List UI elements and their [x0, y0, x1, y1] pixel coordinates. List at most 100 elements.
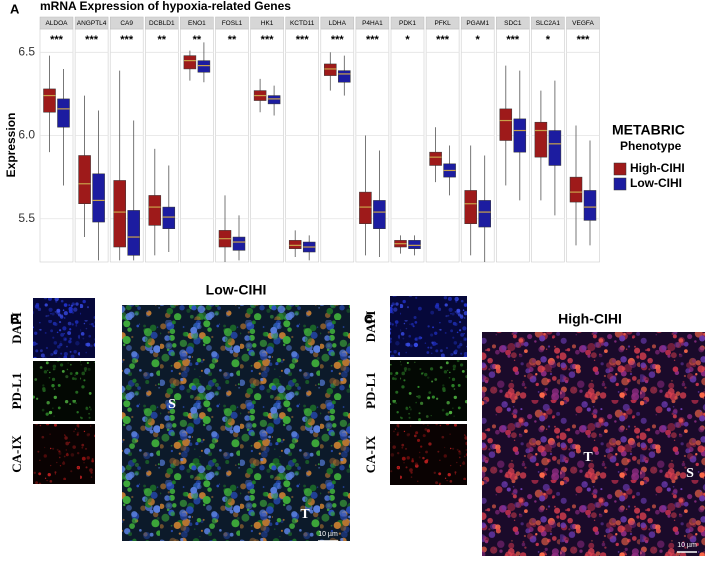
- significance-label: **: [228, 34, 237, 46]
- box: [148, 195, 162, 226]
- box: [534, 121, 548, 158]
- significance-label: ***: [50, 34, 64, 46]
- significance-label: **: [158, 34, 167, 46]
- facet-background: [285, 28, 320, 263]
- facet-label: VEGFA: [572, 20, 594, 27]
- facet-strip: [180, 16, 214, 30]
- significance-label: ***: [261, 34, 275, 46]
- box: [548, 130, 562, 166]
- channel-image: [33, 298, 95, 358]
- y-tick-label: 5.5: [18, 211, 35, 225]
- facet-background: [425, 28, 460, 263]
- box: [267, 95, 281, 105]
- box: [43, 88, 56, 113]
- significance-label: ***: [296, 34, 310, 46]
- box: [429, 151, 442, 166]
- facet-label: SLC2A1: [536, 20, 561, 27]
- chart-title: mRNA Expression of hypoxia-related Genes: [40, 0, 291, 13]
- legend-swatch: [613, 177, 627, 191]
- facet-background: [39, 28, 74, 263]
- panel-label: B: [10, 311, 19, 326]
- box: [513, 118, 527, 153]
- box: [162, 206, 176, 229]
- legend-title: METABRIC: [612, 122, 685, 138]
- facet-label: CA9: [120, 20, 133, 27]
- significance-label: *: [546, 34, 551, 46]
- facet-strip: [145, 16, 179, 30]
- facet-strip: [496, 16, 530, 30]
- facet-strip: [355, 16, 390, 30]
- channel-label: CA-IX: [9, 435, 24, 473]
- legend-label: Low-CIHI: [630, 176, 682, 190]
- facet-label: ANGPTL4: [77, 20, 107, 27]
- facet-strip: [285, 16, 319, 30]
- channel-label: PD-L1: [363, 372, 378, 409]
- significance-label: ***: [436, 34, 450, 46]
- facet-background: [250, 28, 284, 263]
- box: [288, 240, 302, 249]
- box: [197, 60, 211, 73]
- significance-label: ***: [85, 34, 99, 46]
- image-title: Low-CIHI: [206, 282, 267, 298]
- facet-label: FOSL1: [222, 20, 243, 27]
- scale-label: 10 µm: [677, 542, 697, 549]
- panel-label: A: [10, 1, 20, 16]
- merged-image: [482, 332, 705, 556]
- facet-label: ALDOA: [45, 20, 68, 27]
- y-axis-label: Expression: [4, 113, 18, 178]
- box: [113, 180, 126, 248]
- box: [569, 176, 583, 203]
- box: [464, 190, 477, 224]
- significance-label: ***: [366, 34, 380, 46]
- significance-label: ***: [506, 34, 520, 46]
- channel-image: [33, 361, 95, 421]
- box: [338, 70, 351, 83]
- facet-strip: [250, 16, 284, 30]
- region-label: S: [686, 466, 694, 481]
- significance-label: *: [405, 34, 410, 46]
- panel-label: C: [364, 311, 374, 326]
- channel-image: [390, 360, 467, 421]
- channel-image: [390, 424, 467, 485]
- facet-strip: [566, 16, 600, 30]
- region-label: T: [583, 450, 593, 465]
- box: [359, 191, 372, 224]
- facet-label: KCTD11: [290, 20, 315, 27]
- facet-label: ENO1: [188, 20, 206, 27]
- box: [78, 155, 91, 205]
- legend-label: High-CIHI: [630, 161, 685, 175]
- scale-label: 10 µm: [318, 531, 338, 538]
- facet-background: [74, 28, 109, 263]
- facet-label: P4HA1: [362, 20, 383, 27]
- channel-label: PD-L1: [9, 373, 24, 410]
- significance-label: *: [476, 34, 481, 46]
- facet-label: HK1: [261, 20, 274, 27]
- legend-subtitle: Phenotype: [620, 139, 682, 153]
- channel-label: DAPI: [9, 312, 24, 344]
- box: [478, 200, 491, 228]
- box: [583, 190, 597, 221]
- facet-strip: [39, 16, 74, 30]
- significance-label: **: [193, 34, 202, 46]
- facet-strip: [74, 16, 109, 30]
- facet-background: [566, 28, 600, 263]
- facet-strip: [390, 16, 425, 30]
- box: [183, 55, 197, 70]
- facet-strip: [215, 16, 249, 30]
- box: [127, 210, 140, 256]
- image-title: High-CIHI: [558, 311, 622, 327]
- channel-image: [33, 424, 95, 484]
- facet-strip: [109, 16, 144, 30]
- facet-background: [215, 28, 249, 263]
- facet-strip: [531, 16, 565, 30]
- significance-label: ***: [120, 34, 134, 46]
- box: [92, 173, 105, 223]
- facet-strip: [320, 16, 355, 30]
- y-tick-label: 6.5: [18, 44, 35, 58]
- box: [373, 200, 386, 229]
- region-label: S: [168, 397, 176, 412]
- legend-swatch: [613, 162, 627, 176]
- facet-label: DCBLD1: [149, 20, 175, 27]
- significance-label: ***: [331, 34, 345, 46]
